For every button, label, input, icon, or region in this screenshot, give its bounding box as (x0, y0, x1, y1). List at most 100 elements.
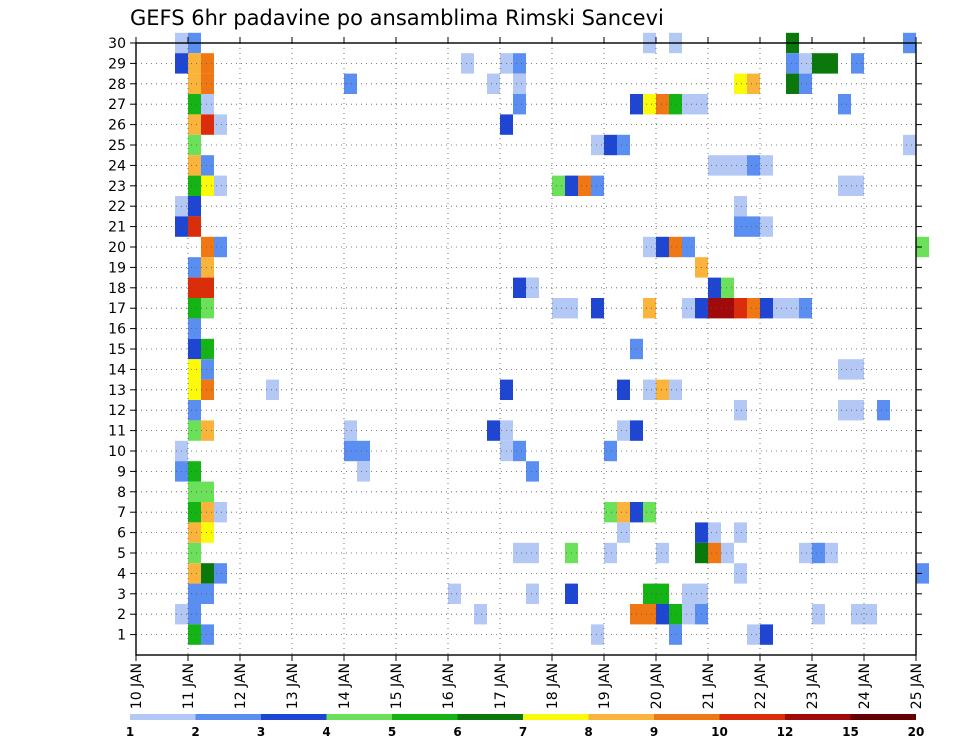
colorbar-swatch (588, 714, 654, 720)
heatmap-cell (669, 379, 682, 400)
heatmap-cell (617, 502, 630, 523)
heatmap-cell (682, 604, 695, 625)
heatmap-cell (721, 155, 734, 176)
heatmap-cell (188, 175, 201, 196)
x-tick-label: 25 JAN (909, 663, 925, 709)
heatmap-cell (201, 94, 214, 115)
y-tick-label: 5 (117, 546, 126, 562)
heatmap-cell (188, 563, 201, 584)
heatmap-cell (188, 114, 201, 135)
x-tick-label: 12 JAN (233, 663, 249, 709)
heatmap-cell (734, 196, 747, 217)
x-tick-label: 19 JAN (597, 663, 613, 709)
heatmap-cell (188, 400, 201, 421)
heatmap-cell (851, 359, 864, 380)
heatmap-cell (513, 73, 526, 94)
heatmap-cell (552, 298, 565, 319)
heatmap-cell (656, 583, 669, 604)
heatmap-cell (188, 359, 201, 380)
heatmap-cell (812, 53, 825, 74)
x-tick-label: 11 JAN (181, 663, 197, 709)
y-tick-label: 20 (108, 240, 126, 256)
x-tick-label: 13 JAN (285, 663, 301, 709)
heatmap-cell (201, 277, 214, 298)
heatmap-cell (604, 502, 617, 523)
heatmap-cell (266, 379, 279, 400)
heatmap-cell (201, 624, 214, 645)
heatmap-cell (617, 134, 630, 156)
x-tick-label: 22 JAN (753, 663, 769, 709)
heatmap-cell (188, 155, 201, 176)
y-tick-label: 4 (117, 566, 126, 582)
heatmap-cell (669, 624, 682, 645)
x-tick-label: 15 JAN (389, 663, 405, 709)
heatmap-cell (643, 502, 656, 523)
y-tick-label: 9 (117, 464, 126, 480)
colorbar-swatch (654, 714, 720, 720)
heatmap-cell (682, 583, 695, 604)
y-tick-label: 22 (108, 199, 126, 215)
heatmap-cell (656, 542, 669, 564)
heatmap-cell (851, 400, 864, 421)
heatmap-cell (578, 175, 591, 196)
y-tick-label: 3 (117, 587, 126, 603)
heatmap-cell (916, 236, 929, 258)
colorbar-label: 3 (257, 725, 265, 739)
heatmap-cell (656, 379, 669, 400)
heatmap-cell (188, 216, 201, 237)
heatmap-cell (708, 542, 721, 564)
heatmap-cell (201, 420, 214, 441)
heatmap-cell (188, 94, 201, 115)
colorbar-swatch (392, 714, 458, 720)
heatmap-cell (617, 379, 630, 400)
colorbar-label: 5 (388, 725, 396, 739)
heatmap-cell (591, 298, 604, 319)
heatmap-cell (201, 359, 214, 380)
colorbar-swatch (261, 714, 327, 720)
colorbar-label: 12 (777, 725, 794, 739)
heatmap-cell (708, 277, 721, 298)
heatmap-cell (643, 379, 656, 400)
heatmap-cell (357, 440, 370, 462)
heatmap-cell (214, 175, 227, 196)
heatmap-cell (877, 400, 890, 421)
heatmap-cell (643, 604, 656, 625)
heatmap-cell (591, 175, 604, 196)
colorbar-swatch (785, 714, 851, 720)
heatmap-cell (799, 298, 812, 319)
heatmap-cell (773, 298, 786, 319)
heatmap-cell (838, 359, 851, 380)
heatmap-cell (721, 277, 734, 298)
heatmap-cell (526, 542, 539, 564)
heatmap-cell (214, 236, 227, 258)
heatmap-cell (188, 604, 201, 625)
heatmap-cell (721, 298, 734, 319)
heatmap-cell (201, 53, 214, 74)
colorbar-swatch (130, 714, 196, 720)
heatmap-cell (526, 583, 539, 604)
x-tick-label: 18 JAN (545, 663, 561, 709)
heatmap-cell (513, 277, 526, 298)
heatmap-cell (604, 542, 617, 564)
heatmap-cell (344, 420, 357, 441)
heatmap-cell (526, 461, 539, 482)
y-tick-label: 6 (117, 526, 126, 542)
heatmap-cell (188, 134, 201, 156)
heatmap-cell (591, 624, 604, 645)
x-tick-label: 24 JAN (857, 663, 873, 709)
heatmap-cell (669, 94, 682, 115)
heatmap-cell (734, 155, 747, 176)
colorbar-label: 8 (584, 725, 592, 739)
heatmap-cell (214, 563, 227, 584)
heatmap-cell (201, 583, 214, 604)
heatmap-cell (734, 522, 747, 543)
heatmap-cell (799, 53, 812, 74)
heatmap-cell (656, 94, 669, 115)
colorbar-label: 20 (908, 725, 925, 739)
y-tick-label: 12 (108, 403, 126, 419)
heatmap-cell (201, 338, 214, 360)
heatmap-cell (682, 94, 695, 115)
heatmap-cell (682, 298, 695, 319)
y-tick-label: 7 (117, 505, 126, 521)
heatmap-cell (799, 73, 812, 94)
